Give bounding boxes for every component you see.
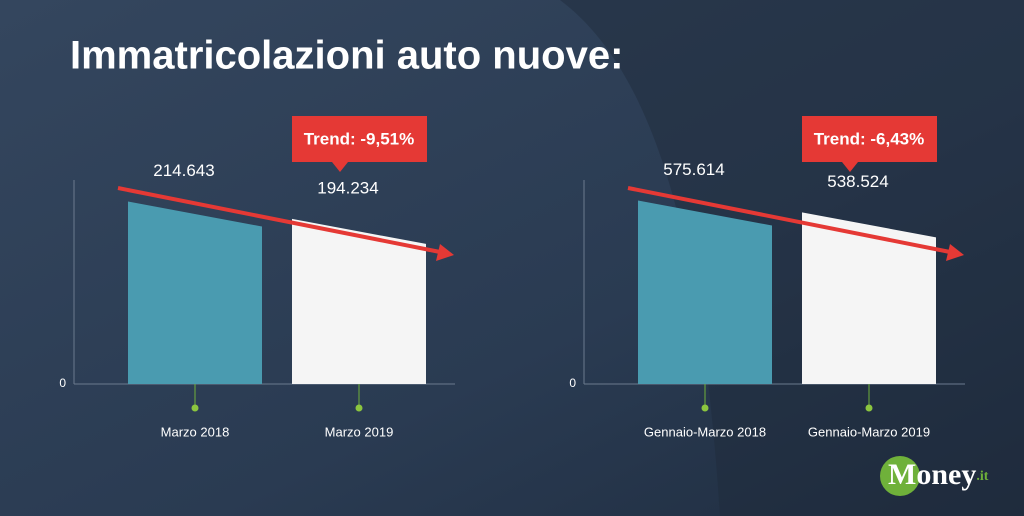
trend-arrow <box>627 186 951 254</box>
trend-arrowhead <box>436 244 454 261</box>
bar <box>128 201 262 384</box>
trend-pointer <box>332 162 348 172</box>
value-label: 214.643 <box>153 161 214 180</box>
trend-box <box>802 116 937 162</box>
logo-badge <box>880 456 920 496</box>
bar <box>638 200 772 384</box>
category-dot <box>865 404 873 412</box>
y-tick-label: 0 <box>569 376 576 390</box>
category-dot <box>701 404 709 412</box>
x-tick-label: Gennaio-Marzo 2018 <box>644 424 766 439</box>
bar <box>292 218 426 384</box>
logo: Money.it <box>880 456 989 496</box>
logo-suffix: .it <box>976 469 988 484</box>
value-label: 194.234 <box>317 178 378 197</box>
trend-arrowhead <box>946 244 964 261</box>
logo-main: Money <box>888 458 976 491</box>
y-tick-label: 0 <box>59 376 66 390</box>
category-dot <box>191 404 199 412</box>
value-label: 575.614 <box>663 160 724 179</box>
trend-label: Trend: -9,51% <box>304 129 415 148</box>
x-tick-label: Marzo 2018 <box>161 424 230 439</box>
trend-box <box>292 116 427 162</box>
trend-pointer <box>842 162 858 172</box>
logo-text: Money.it <box>888 458 989 491</box>
trend-arrow <box>117 186 441 254</box>
bar <box>802 212 936 384</box>
trend-label: Trend: -6,43% <box>814 129 925 148</box>
x-tick-label: Gennaio-Marzo 2019 <box>808 424 930 439</box>
x-tick-label: Marzo 2019 <box>325 424 394 439</box>
page-title: Immatricolazioni auto nuove: <box>70 34 623 78</box>
category-dot <box>355 404 363 412</box>
value-label: 538.524 <box>827 172 888 191</box>
